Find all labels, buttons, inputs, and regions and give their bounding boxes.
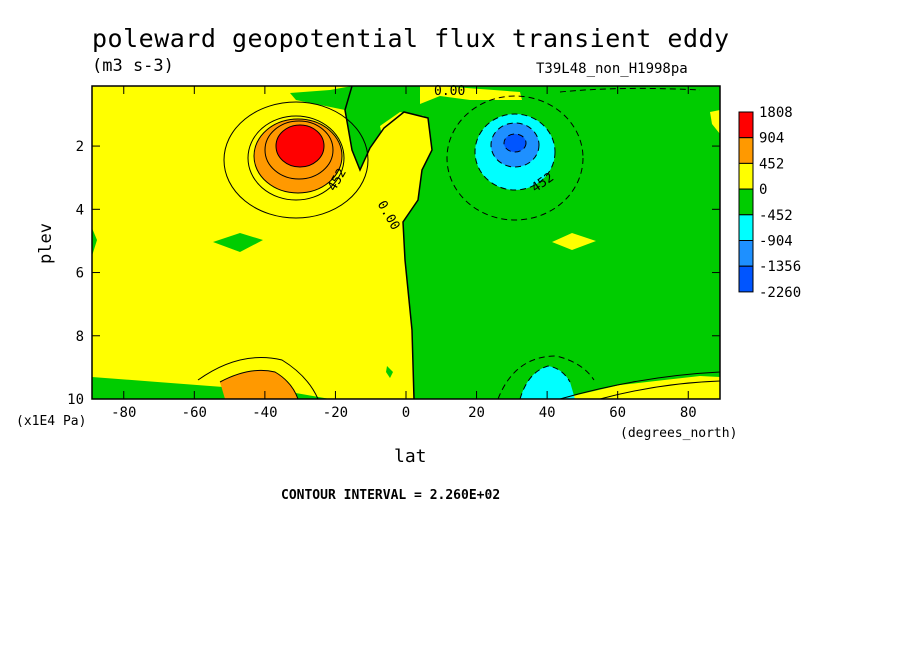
positive-patch-corner <box>710 110 720 134</box>
x-axis-label: lat <box>394 446 427 467</box>
positive-patch-right <box>552 233 596 250</box>
x-tick-label: -60 <box>182 405 207 421</box>
x-tick-label: -20 <box>323 405 348 421</box>
contour-positive-lower-3 <box>559 371 720 399</box>
contour-fill-layer <box>92 86 720 399</box>
contour-positive-lower-2 <box>219 369 299 399</box>
contour-positive-lower-4 <box>599 380 720 399</box>
colorbar-label: -2260 <box>759 285 801 301</box>
colorbar-label: 452 <box>759 156 784 172</box>
positive-top-strip <box>420 86 522 104</box>
x-tick-label: 80 <box>680 405 697 421</box>
contour-negative-outer <box>446 95 584 221</box>
x-axis-units: (degrees_north) <box>620 426 738 441</box>
negative-patch-small <box>386 366 393 378</box>
colorbar-label: 0 <box>759 182 767 198</box>
colorbar-swatch <box>738 240 754 267</box>
colorbar-label: -452 <box>759 208 793 224</box>
contour-negative-2 <box>474 113 556 191</box>
x-tick-label: 60 <box>609 405 626 421</box>
colorbar-label: 904 <box>759 131 784 147</box>
contour-positive-lower-1 <box>197 357 319 399</box>
colorbar-label: 1808 <box>759 105 793 121</box>
y-tick-label: 10 <box>67 392 84 408</box>
positive-band-1808 <box>276 125 324 167</box>
positive-tongue <box>380 112 430 220</box>
negative-patch-edge <box>92 228 97 256</box>
colorbar-label: -1356 <box>759 259 801 275</box>
x-tick-label: -40 <box>252 405 277 421</box>
x-tick-label: 40 <box>539 405 556 421</box>
colorbar-legend: 1808 904 452 0 -452 -904 -1356 -2260 <box>738 105 801 301</box>
positive-lower-max <box>220 370 298 399</box>
negative-lower-min <box>520 366 575 399</box>
y-axis-units: (x1E4 Pa) <box>16 414 87 429</box>
y-tick-label: 4 <box>76 202 84 218</box>
colorbar-swatch <box>738 111 754 139</box>
colorbar-swatch <box>738 162 754 190</box>
chart-units: (m3 s-3) <box>92 56 174 76</box>
contour-lines <box>197 86 720 399</box>
contour-zero-line <box>344 86 433 399</box>
contour-label: 0.00 <box>434 84 465 99</box>
colorbar-swatch <box>738 265 754 293</box>
x-tick-label: 20 <box>468 405 485 421</box>
colorbar-swatch <box>738 188 754 216</box>
y-tick-label: 2 <box>76 139 84 155</box>
contour-lines-negative <box>446 87 701 399</box>
contour-negative-lower-2 <box>519 365 571 399</box>
dataset-name: T39L48_non_H1998pa <box>536 61 688 77</box>
chart-title: poleward geopotential flux transient edd… <box>92 24 730 53</box>
contour-positive-4 <box>264 120 334 180</box>
contour-negative-top <box>559 87 701 93</box>
contour-negative-lower-1 <box>497 355 595 399</box>
x-tick-label: -80 <box>111 405 136 421</box>
x-tick-label: 0 <box>402 405 410 421</box>
contour-negative-3 <box>490 122 540 168</box>
contour-positive-3 <box>253 118 343 194</box>
colorbar-swatch <box>738 214 754 242</box>
x-axis-ticks: -80 -60 -40 -20 0 20 40 60 80 <box>111 86 697 421</box>
contour-negative-4 <box>503 133 527 153</box>
negative-region <box>290 86 720 399</box>
y-tick-label: 6 <box>76 266 84 282</box>
positive-patch-bottom-right <box>560 376 720 399</box>
y-tick-label: 8 <box>76 329 84 345</box>
negative-band-1356 <box>504 134 526 152</box>
colorbar-swatch <box>738 137 754 164</box>
contour-positive-2 <box>247 115 345 201</box>
contour-positive-5 <box>275 124 325 168</box>
negative-patch-left <box>213 233 263 252</box>
contour-interval-note: CONTOUR INTERVAL = 2.260E+02 <box>281 488 501 503</box>
y-axis-ticks: 2 4 6 8 10 <box>67 139 720 408</box>
contour-positive-outer <box>223 101 369 219</box>
colorbar-label: -904 <box>759 234 793 250</box>
